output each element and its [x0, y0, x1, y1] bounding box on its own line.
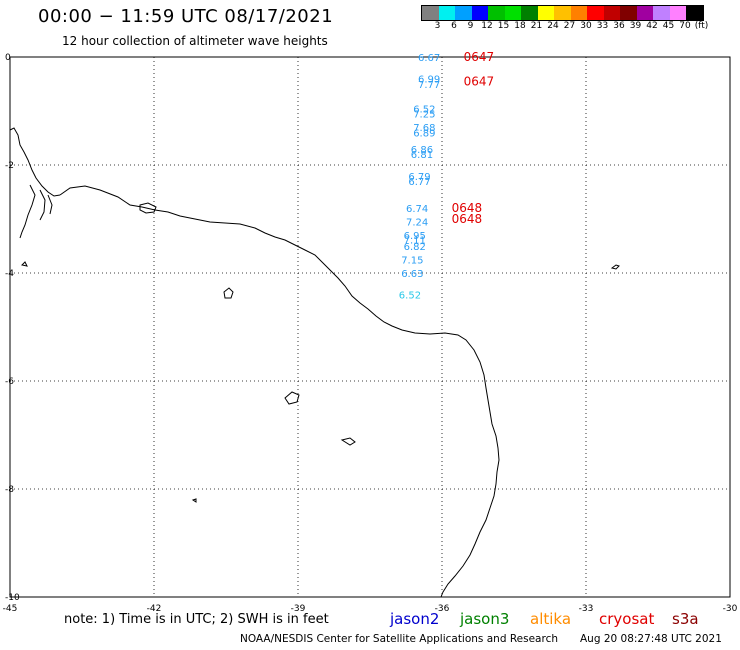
footer-timestamp: Aug 20 08:27:48 UTC 2021 — [580, 633, 722, 645]
colorbar-swatch — [669, 6, 686, 20]
wave-height-label: 6.99 — [418, 75, 440, 86]
y-tick-label: 0 — [5, 53, 11, 63]
island-marajo — [139, 202, 157, 214]
colorbar-label: 12 — [481, 21, 493, 31]
map-frame — [9, 56, 731, 598]
x-tick-label: -33 — [579, 604, 594, 614]
wave-height-label: 6.82 — [404, 242, 426, 253]
observation-time-label: 0647 — [464, 74, 495, 88]
colorbar-label: 33 — [596, 21, 609, 31]
x-tick-label: -30 — [723, 604, 738, 614]
colorbar-swatch — [686, 6, 703, 20]
x-tick-label: -36 — [435, 604, 450, 614]
map-gridlines — [9, 56, 731, 598]
wave-height-label: 6.77 — [408, 177, 430, 188]
y-tick-label: -8 — [5, 485, 14, 495]
wave-height-observations: 6.676.997.776.527.257.686.896.866.816.79… — [399, 50, 494, 302]
y-tick-label: -2 — [5, 161, 14, 171]
colorbar-swatch — [471, 6, 488, 20]
wave-height-label: 7.15 — [401, 256, 423, 267]
colorbar-swatch — [537, 6, 554, 20]
wave-height-label: 6.95 — [404, 231, 426, 242]
wave-height-label: 6.79 — [408, 172, 430, 183]
legend-item-s3a: s3a — [672, 610, 699, 628]
wave-height-label: 6.81 — [411, 150, 433, 161]
footer-credit: NOAA/NESDIS Center for Satellite Applica… — [240, 633, 558, 645]
x-tick-label: -42 — [147, 604, 162, 614]
colorbar-label: 24 — [547, 21, 559, 31]
island-fernando — [610, 264, 620, 270]
colorbar-label: 15 — [497, 21, 510, 31]
wave-height-label: 7.68 — [413, 123, 435, 134]
colorbar-swatch — [521, 6, 538, 20]
colorbar-swatch — [422, 6, 439, 20]
island-rocas — [223, 287, 234, 299]
wave-height-colorbar — [421, 5, 704, 21]
wave-height-label: 6.67 — [418, 53, 440, 64]
page-subtitle: 12 hour collection of altimeter wave hei… — [62, 34, 328, 48]
colorbar-swatch — [587, 6, 604, 20]
wave-height-label: 7.77 — [418, 80, 440, 91]
colorbar-swatch — [620, 6, 637, 20]
legend-item-altika: altika — [530, 610, 572, 628]
colorbar-labels: 3 6 9 12 15 18 21 24 27 30 33 36 39 42 45 70 (ft) — [421, 21, 740, 33]
colorbar-label: 21 — [530, 21, 543, 31]
wave-height-label: 6.52 — [399, 291, 421, 302]
observation-time-label: 0648 — [452, 201, 483, 215]
colorbar-swatch — [653, 6, 670, 20]
footer-note: note: 1) Time is in UTC; 2) SWH is in fe… — [64, 612, 329, 627]
wave-height-label: 7.25 — [413, 110, 435, 121]
colorbar-swatch — [603, 6, 620, 20]
wave-height-label: 6.86 — [411, 145, 433, 156]
legend-item-jason3: jason3 — [460, 610, 510, 628]
coastline-west-segment — [9, 127, 61, 197]
colorbar-label: 27 — [563, 21, 576, 31]
page-title: 00:00 − 11:59 UTC 08/17/2021 — [38, 6, 334, 27]
coastline-brazil — [59, 185, 500, 598]
x-tick-label: -45 — [3, 604, 18, 614]
colorbar-swatch — [636, 6, 653, 20]
y-tick-label: -10 — [5, 593, 20, 603]
y-tick-label: -6 — [5, 377, 14, 387]
island-small-d — [20, 261, 28, 267]
wave-height-label: 7.24 — [406, 218, 428, 229]
axis-tick-labels: -45 -42 -39 -36 -33 -30 0 -2 -4 -6 -8 -10 — [3, 53, 738, 614]
island-small-b — [340, 437, 356, 446]
colorbar-label: 18 — [514, 21, 526, 31]
colorbar-label: 9 — [467, 21, 474, 31]
colorbar-swatch — [504, 6, 521, 20]
wave-height-label: 6.74 — [406, 204, 428, 215]
legend-item-jason2: jason2 — [390, 610, 440, 628]
colorbar-label: 39 — [629, 21, 642, 31]
colorbar-swatch — [570, 6, 587, 20]
observation-time-label: 0648 — [452, 212, 483, 226]
x-tick-label: -39 — [291, 604, 306, 614]
legend-item-cryosat: cryosat — [599, 610, 655, 628]
colorbar-swatch — [438, 6, 455, 20]
coastline-estuary — [19, 184, 53, 239]
y-tick-label: -4 — [5, 269, 14, 279]
colorbar-label: 42 — [646, 21, 658, 31]
colorbar-swatch — [455, 6, 472, 20]
colorbar-label: 45 — [662, 21, 675, 31]
colorbar-label: 30 — [580, 21, 592, 31]
island-small-c — [191, 498, 197, 503]
observation-time-label: 0647 — [464, 50, 495, 64]
island-small-a — [284, 391, 300, 405]
colorbar-label: (ft) — [694, 21, 709, 31]
colorbar-swatch — [554, 6, 571, 20]
colorbar-label: 6 — [451, 21, 457, 31]
wave-height-label: 6.52 — [413, 104, 435, 115]
wave-height-label: 6.89 — [413, 129, 435, 140]
colorbar-swatch — [488, 6, 505, 20]
wave-height-label: 6.63 — [401, 269, 423, 280]
colorbar-label: 3 — [434, 21, 441, 31]
colorbar-label: 70 — [679, 21, 691, 31]
colorbar-label: 36 — [613, 21, 625, 31]
wave-height-label: 7.11 — [404, 236, 426, 247]
